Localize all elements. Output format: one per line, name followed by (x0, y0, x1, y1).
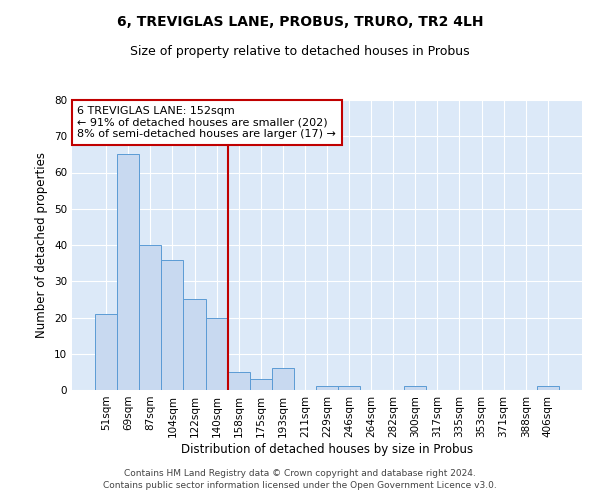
Bar (404, 386, 427, 390)
Bar (316, 386, 338, 390)
Bar (139, 245, 161, 390)
X-axis label: Distribution of detached houses by size in Probus: Distribution of detached houses by size … (181, 442, 473, 456)
Bar (250, 379, 272, 390)
Bar (184, 300, 206, 390)
Bar (272, 368, 294, 390)
Text: Contains HM Land Registry data © Crown copyright and database right 2024.
Contai: Contains HM Land Registry data © Crown c… (103, 468, 497, 490)
Text: 6 TREVIGLAS LANE: 152sqm
← 91% of detached houses are smaller (202)
8% of semi-d: 6 TREVIGLAS LANE: 152sqm ← 91% of detach… (77, 106, 336, 139)
Y-axis label: Number of detached properties: Number of detached properties (35, 152, 49, 338)
Bar (161, 260, 184, 390)
Bar (227, 372, 250, 390)
Bar (206, 318, 227, 390)
Text: Size of property relative to detached houses in Probus: Size of property relative to detached ho… (130, 45, 470, 58)
Bar (117, 154, 139, 390)
Bar (537, 386, 559, 390)
Bar (95, 314, 117, 390)
Bar (338, 386, 360, 390)
Text: 6, TREVIGLAS LANE, PROBUS, TRURO, TR2 4LH: 6, TREVIGLAS LANE, PROBUS, TRURO, TR2 4L… (117, 15, 483, 29)
